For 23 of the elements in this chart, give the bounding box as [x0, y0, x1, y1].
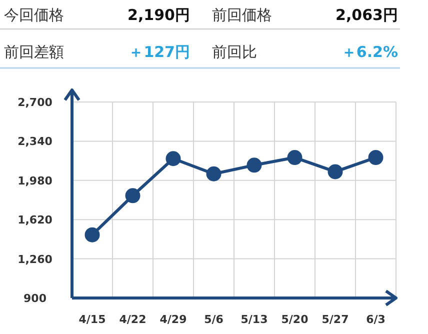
- point: [166, 151, 181, 166]
- x-tick-label: 4/29: [160, 313, 187, 326]
- point: [368, 150, 384, 166]
- point: [246, 158, 262, 173]
- point: [84, 227, 100, 242]
- x-tick-label: 4/22: [119, 313, 146, 326]
- x-tick-label: 5/6: [204, 313, 224, 326]
- point: [328, 164, 343, 180]
- y-tick-label: 1,980: [18, 174, 53, 188]
- x-tick-label: 6/3: [366, 313, 386, 326]
- y-tick-label: 900: [24, 292, 47, 305]
- y-tick-label: 2,700: [18, 96, 53, 109]
- point: [287, 150, 302, 166]
- y-tick-label: 1,620: [18, 214, 53, 227]
- x-tick-label: 5/27: [322, 313, 349, 326]
- header: 今回価格 2,190円 前回価格 2,063円 前回差額 ＋127円 前回比 ＋6.2%: [0, 6, 400, 69]
- y-tick-label: 2,340: [18, 135, 53, 148]
- x-tick-label: 5/20: [281, 313, 309, 326]
- y-tick-label: 1,260: [18, 252, 53, 266]
- x-tick-label: 5/13: [240, 313, 268, 326]
- point: [125, 188, 140, 204]
- point: [206, 166, 222, 182]
- x-tick-label: 4/15: [78, 313, 106, 326]
